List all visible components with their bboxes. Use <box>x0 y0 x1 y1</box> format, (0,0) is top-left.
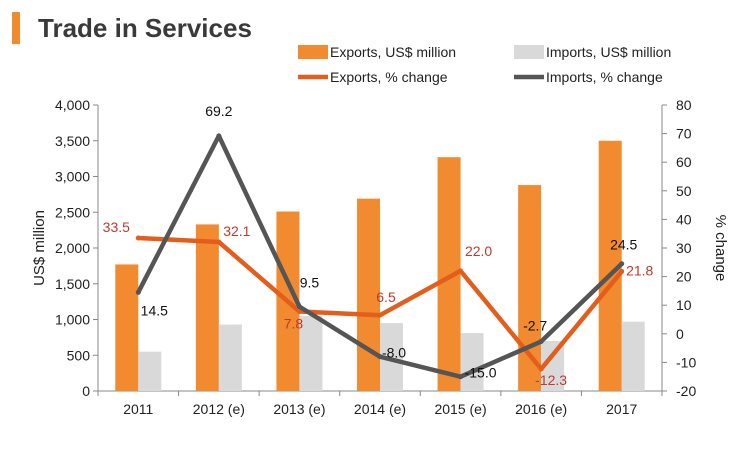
x-tick-label: 2014 (e) <box>354 401 406 417</box>
legend-imports-bar-swatch <box>514 45 544 59</box>
y-left-tick-label: 0 <box>82 383 90 399</box>
legend-imports-line-label: Imports, % change <box>546 69 663 85</box>
imports-change-label: -15.0 <box>465 365 497 381</box>
exports-change-label: -12.3 <box>535 372 567 388</box>
imports-bar <box>541 340 565 391</box>
y-left-tick-label: 1,500 <box>55 276 90 292</box>
y-left-tick-label: 4,000 <box>55 97 90 113</box>
x-tick-label: 2011 <box>123 401 153 417</box>
y-left-tick-label: 500 <box>67 347 91 363</box>
y-right-tick-label: 80 <box>676 97 692 113</box>
x-tick-label: 2016 (e) <box>515 401 567 417</box>
y-left-tick-label: 3,000 <box>55 169 90 185</box>
exports-change-label: 6.5 <box>376 289 396 305</box>
page-title: Trade in Services <box>38 13 252 43</box>
y-right-tick-label: 30 <box>676 240 692 256</box>
exports-change-label: 21.8 <box>626 262 653 278</box>
y-right-tick-label: 40 <box>676 211 692 227</box>
y-right-tick-label: 70 <box>676 126 692 142</box>
exports-change-point <box>135 235 141 241</box>
exports-bar <box>115 264 139 391</box>
imports-bar <box>218 324 242 391</box>
y-right-tick-label: -10 <box>676 354 696 370</box>
exports-change-label: 22.0 <box>465 243 492 259</box>
x-tick-label: 2013 (e) <box>273 401 325 417</box>
imports-bar <box>380 323 403 391</box>
legend-exports-line-label: Exports, % change <box>330 69 448 85</box>
imports-bar <box>299 315 323 391</box>
imports-change-label: 24.5 <box>610 237 637 253</box>
imports-change-point <box>377 354 383 360</box>
x-tick-label: 2012 (e) <box>193 401 245 417</box>
exports-bar <box>195 224 219 391</box>
exports-change-point <box>538 366 544 372</box>
exports-bar <box>518 185 542 391</box>
legend-imports-bar-label: Imports, US$ million <box>546 44 671 60</box>
imports-change-point <box>296 304 302 310</box>
y-right-tick-label: 50 <box>676 183 692 199</box>
imports-bar <box>621 321 645 391</box>
imports-change-label: -8.0 <box>382 345 406 361</box>
title-accent-bar <box>12 12 20 44</box>
y-left-tick-label: 3,500 <box>55 133 90 149</box>
y-right-tick-label: 60 <box>676 154 692 170</box>
imports-change-point <box>538 339 544 345</box>
imports-bar <box>138 351 162 391</box>
y-left-tick-label: 2,500 <box>55 204 90 220</box>
y-right-tick-label: -20 <box>676 383 696 399</box>
y-right-tick-label: 20 <box>676 269 692 285</box>
imports-change-point <box>135 289 141 295</box>
exports-bar <box>357 198 380 391</box>
imports-change-point <box>619 261 625 267</box>
imports-bar <box>460 333 484 391</box>
imports-change-label: 14.5 <box>141 302 168 318</box>
y-left-tick-label: 1,000 <box>55 312 90 328</box>
y-right-axis-title: % change <box>712 215 729 282</box>
imports-change-point <box>216 133 222 139</box>
exports-change-point <box>619 268 625 274</box>
x-tick-label: 2015 (e) <box>434 401 486 417</box>
x-tick-label: 2017 <box>606 401 637 417</box>
exports-change-point <box>216 239 222 245</box>
exports-change-point <box>458 268 464 274</box>
imports-change-label: -2.7 <box>523 318 547 334</box>
y-right-tick-label: 0 <box>676 326 684 342</box>
exports-change-point <box>377 312 383 318</box>
exports-change-label: 32.1 <box>223 223 250 239</box>
legend-exports-bar-swatch <box>298 45 328 59</box>
legend-exports-bar-label: Exports, US$ million <box>330 44 456 60</box>
imports-change-point <box>458 374 464 380</box>
y-left-axis-title: US$ million <box>31 210 48 286</box>
exports-change-label: 33.5 <box>103 219 130 235</box>
exports-bar <box>437 157 461 391</box>
exports-change-label: 7.8 <box>284 315 304 331</box>
imports-change-label: 9.5 <box>300 275 320 291</box>
y-left-tick-label: 2,000 <box>55 240 90 256</box>
exports-bar <box>598 140 622 391</box>
y-right-tick-label: 10 <box>676 297 692 313</box>
imports-change-label: 69.2 <box>205 103 232 119</box>
exports-change-point <box>296 308 302 314</box>
